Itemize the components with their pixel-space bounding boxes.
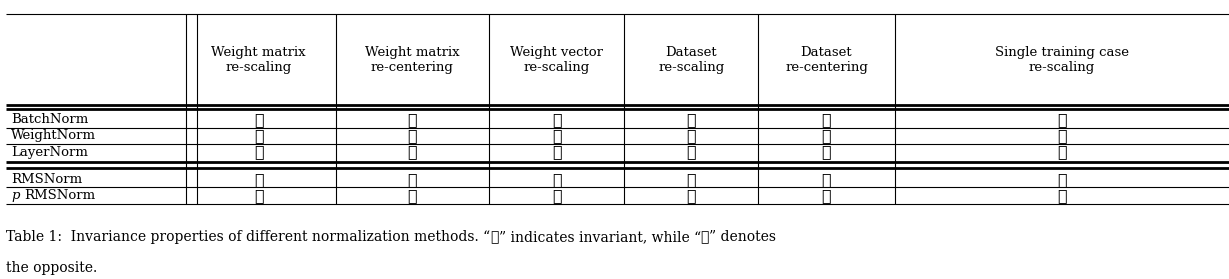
Text: ✓: ✓ bbox=[254, 187, 263, 204]
Text: ✓: ✓ bbox=[822, 111, 831, 128]
Text: ✓: ✓ bbox=[687, 187, 696, 204]
Text: ✓: ✓ bbox=[552, 128, 562, 144]
Text: ✗: ✗ bbox=[822, 187, 831, 204]
Text: ✗: ✗ bbox=[552, 144, 562, 160]
Text: RMSNorm: RMSNorm bbox=[11, 173, 82, 186]
Text: Single training case
re-scaling: Single training case re-scaling bbox=[994, 46, 1129, 74]
Text: LayerNorm: LayerNorm bbox=[11, 146, 88, 158]
Text: Weight matrix
re-scaling: Weight matrix re-scaling bbox=[211, 46, 306, 74]
Text: ✗: ✗ bbox=[408, 128, 417, 144]
Text: ✓: ✓ bbox=[687, 171, 696, 188]
Text: ✗: ✗ bbox=[408, 187, 417, 204]
Text: ✗: ✗ bbox=[408, 171, 417, 188]
Text: ✓: ✓ bbox=[254, 144, 263, 160]
Text: Weight matrix
re-centering: Weight matrix re-centering bbox=[365, 46, 460, 74]
Text: ✗: ✗ bbox=[687, 128, 696, 144]
Text: BatchNorm: BatchNorm bbox=[11, 113, 88, 126]
Text: the opposite.: the opposite. bbox=[6, 261, 97, 275]
Text: ” indicates invariant, while “: ” indicates invariant, while “ bbox=[499, 230, 701, 244]
Text: ✓: ✓ bbox=[254, 111, 263, 128]
Text: Table 1:  Invariance properties of different normalization methods. “: Table 1: Invariance properties of differ… bbox=[6, 230, 490, 244]
Text: Dataset
re-scaling: Dataset re-scaling bbox=[659, 46, 724, 74]
Text: ✗: ✗ bbox=[1057, 128, 1067, 144]
Text: ✓: ✓ bbox=[687, 144, 696, 160]
Text: ✓: ✓ bbox=[1057, 144, 1067, 160]
Text: ” denotes: ” denotes bbox=[709, 230, 777, 244]
Text: ✗: ✗ bbox=[822, 128, 831, 144]
Text: ✓: ✓ bbox=[1057, 171, 1067, 188]
Text: ✗: ✗ bbox=[822, 144, 831, 160]
Text: ✓: ✓ bbox=[552, 111, 562, 128]
Text: ✓: ✓ bbox=[408, 144, 417, 160]
Text: ✗: ✗ bbox=[822, 171, 831, 188]
Text: WeightNorm: WeightNorm bbox=[11, 129, 96, 142]
Text: ✓: ✓ bbox=[490, 230, 499, 244]
Text: ✓: ✓ bbox=[254, 171, 263, 188]
Text: Weight vector
re-scaling: Weight vector re-scaling bbox=[510, 46, 603, 74]
Text: ✗: ✗ bbox=[552, 187, 562, 204]
Text: p: p bbox=[11, 189, 20, 202]
Text: ✗: ✗ bbox=[408, 111, 417, 128]
Text: ✓: ✓ bbox=[1057, 187, 1067, 204]
Text: ✓: ✓ bbox=[254, 128, 263, 144]
Text: ✗: ✗ bbox=[1057, 111, 1067, 128]
Text: ✗: ✗ bbox=[552, 171, 562, 188]
Text: ✗: ✗ bbox=[701, 230, 709, 244]
Text: ✓: ✓ bbox=[687, 111, 696, 128]
Text: Dataset
re-centering: Dataset re-centering bbox=[785, 46, 868, 74]
Text: RMSNorm: RMSNorm bbox=[25, 189, 96, 202]
